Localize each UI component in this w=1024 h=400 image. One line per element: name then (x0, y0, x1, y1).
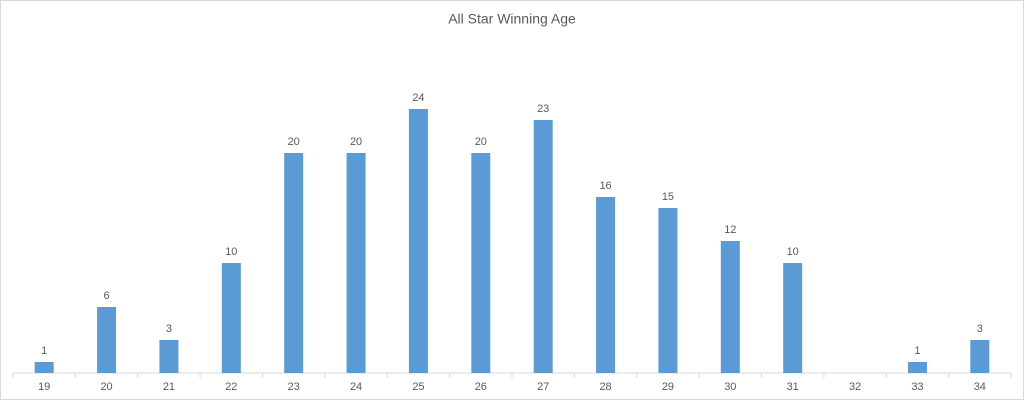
x-tick-label: 24 (350, 381, 362, 393)
x-tick-label: 29 (662, 381, 674, 393)
data-label: 23 (537, 103, 549, 115)
x-tick-label: 33 (911, 381, 923, 393)
data-label: 20 (288, 136, 300, 148)
data-label: 1 (914, 345, 920, 357)
bar (970, 340, 990, 373)
x-tick-label: 32 (849, 381, 861, 393)
x-tick-label: 20 (100, 381, 112, 393)
bar (159, 340, 179, 373)
x-tick-label: 23 (288, 381, 300, 393)
bar (720, 241, 740, 373)
bar (783, 263, 803, 373)
bar (596, 197, 616, 373)
data-label: 10 (787, 246, 799, 258)
data-label: 6 (104, 290, 110, 302)
bar (221, 263, 241, 373)
x-tick-label: 21 (163, 381, 175, 393)
x-tick-label: 26 (475, 381, 487, 393)
bar (408, 109, 428, 373)
bar (34, 362, 54, 373)
data-label: 24 (412, 92, 424, 104)
data-label: 15 (662, 191, 674, 203)
data-label: 10 (225, 246, 237, 258)
data-label: 20 (350, 136, 362, 148)
x-tick-label: 19 (38, 381, 50, 393)
data-label: 3 (166, 323, 172, 335)
bar (658, 208, 678, 373)
x-tick-label: 27 (537, 381, 549, 393)
data-label: 20 (475, 136, 487, 148)
x-tick-label: 31 (787, 381, 799, 393)
bar (533, 120, 553, 373)
bar (97, 307, 117, 373)
bar (471, 153, 491, 373)
chart-title: All Star Winning Age (448, 11, 576, 27)
x-tick-label: 25 (412, 381, 424, 393)
x-tick-label: 28 (599, 381, 611, 393)
data-label: 1 (41, 345, 47, 357)
bar (907, 362, 927, 373)
x-tick-label: 22 (225, 381, 237, 393)
bar (346, 153, 366, 373)
data-label: 16 (599, 180, 611, 192)
x-tick-label: 30 (724, 381, 736, 393)
data-label: 12 (724, 224, 736, 236)
bar (284, 153, 304, 373)
data-label: 3 (977, 323, 983, 335)
x-tick-label: 34 (974, 381, 986, 393)
